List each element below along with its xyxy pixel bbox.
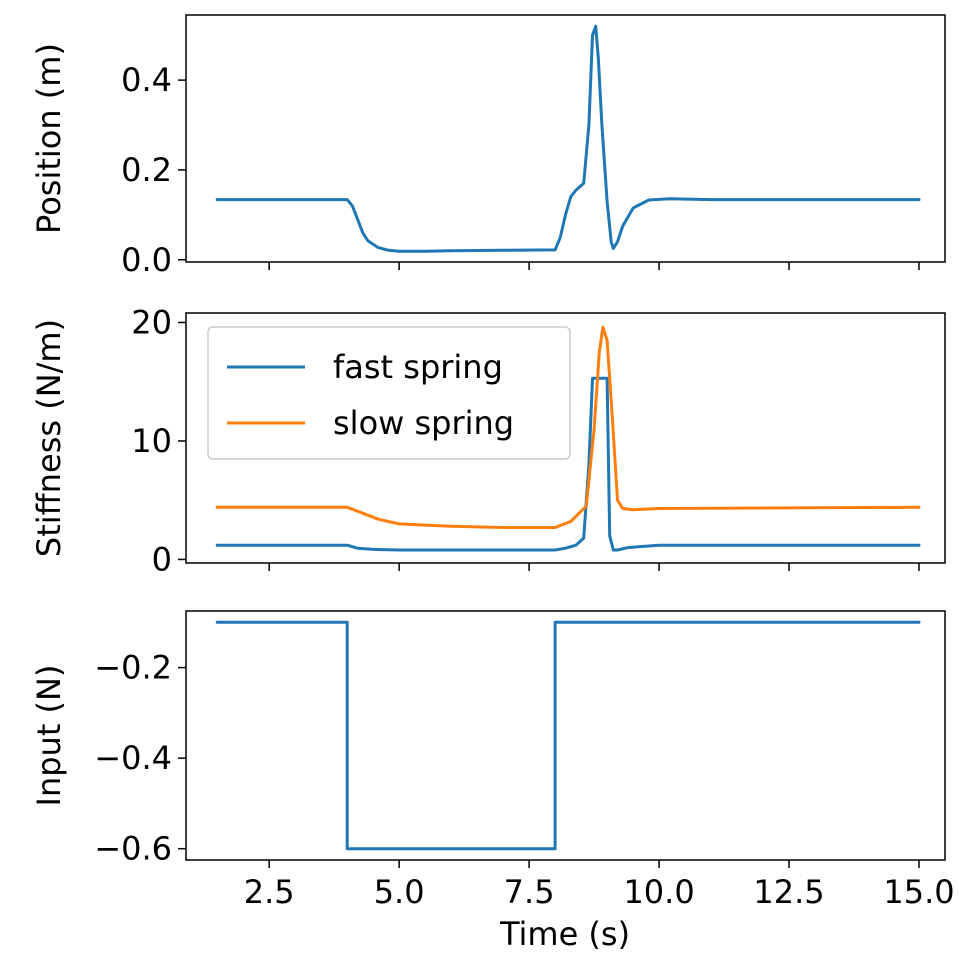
panel-position-ytick-label-2: 0.4 [121, 61, 172, 99]
panel-stiffness-ylabel: Stiffness (N/m) [30, 319, 68, 557]
panel-stiffness-ytick-label-2: 20 [131, 303, 172, 341]
panel-stiffness-ticks: 0 10 20 [131, 303, 920, 578]
x-tick-label-2: 7.5 [504, 873, 555, 911]
legend-label-slow: slow spring [333, 404, 514, 442]
panel-position: 0.0 0.2 0.4 Position (m) [30, 14, 946, 279]
x-axis: 2.5 5.0 7.5 10.0 12.5 15.0 [244, 873, 955, 911]
x-tick-label-3: 10.0 [623, 873, 694, 911]
panel-stiffness-plot [215, 325, 921, 552]
panel-position-line-series-0 [215, 24, 921, 253]
panel-stiffness-frame [185, 312, 946, 564]
panel-input-ytick-label-2: −0.6 [94, 830, 172, 868]
x-tick-label-4: 12.5 [753, 873, 824, 911]
panel-stiffness-ytick-label-0: 0 [152, 540, 172, 578]
panel-input-ytick-label-1: −0.4 [94, 739, 172, 777]
panel-position-frame [185, 14, 946, 263]
panel-input: −0.2 −0.4 −0.6 Input (N) [30, 610, 946, 868]
x-axis-label: Time (s) [499, 915, 630, 953]
legend-box [207, 326, 571, 460]
panel-position-ytick-label-1: 0.2 [121, 151, 172, 189]
panel-input-ytick-label-0: −0.2 [94, 649, 172, 687]
legend: fast spring slow spring [207, 326, 571, 460]
panel-input-frame [185, 610, 946, 861]
legend-label-fast: fast spring [333, 348, 503, 386]
panel-input-ylabel: Input (N) [30, 665, 68, 807]
panel-stiffness-line-slow-spring [215, 325, 921, 529]
panel-stiffness-ytick-label-1: 10 [131, 422, 172, 460]
panel-position-plot [215, 24, 921, 253]
panel-stiffness: 0 10 20 Stiffness (N/m) fast spring slow s… [30, 303, 946, 578]
panel-position-ticks: 0.0 0.2 0.4 [121, 61, 920, 279]
panel-input-line-series-0 [215, 620, 921, 851]
x-tick-label-0: 2.5 [244, 873, 295, 911]
panel-position-ylabel: Position (m) [30, 43, 68, 234]
panel-position-ytick-label-0: 0.0 [121, 241, 172, 279]
x-tick-label-5: 15.0 [883, 873, 954, 911]
panel-input-ticks: −0.2 −0.4 −0.6 [94, 649, 920, 868]
panel-input-plot [215, 620, 921, 851]
x-tick-label-1: 5.0 [374, 873, 425, 911]
